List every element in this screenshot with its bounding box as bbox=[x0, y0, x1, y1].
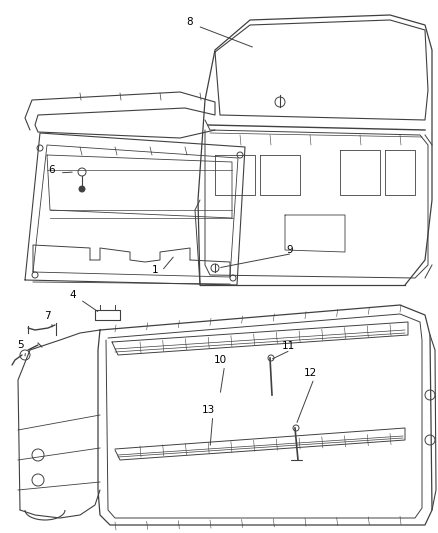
Text: 11: 11 bbox=[281, 341, 295, 351]
Text: 4: 4 bbox=[70, 290, 76, 300]
Text: 1: 1 bbox=[152, 265, 158, 275]
Text: 8: 8 bbox=[187, 17, 193, 27]
Text: 9: 9 bbox=[287, 245, 293, 255]
Text: 12: 12 bbox=[304, 368, 317, 378]
Text: 5: 5 bbox=[18, 340, 25, 350]
Text: 10: 10 bbox=[213, 355, 226, 365]
Text: 13: 13 bbox=[201, 405, 215, 415]
Text: 6: 6 bbox=[49, 165, 55, 175]
Text: 7: 7 bbox=[44, 311, 50, 321]
Circle shape bbox=[79, 186, 85, 192]
